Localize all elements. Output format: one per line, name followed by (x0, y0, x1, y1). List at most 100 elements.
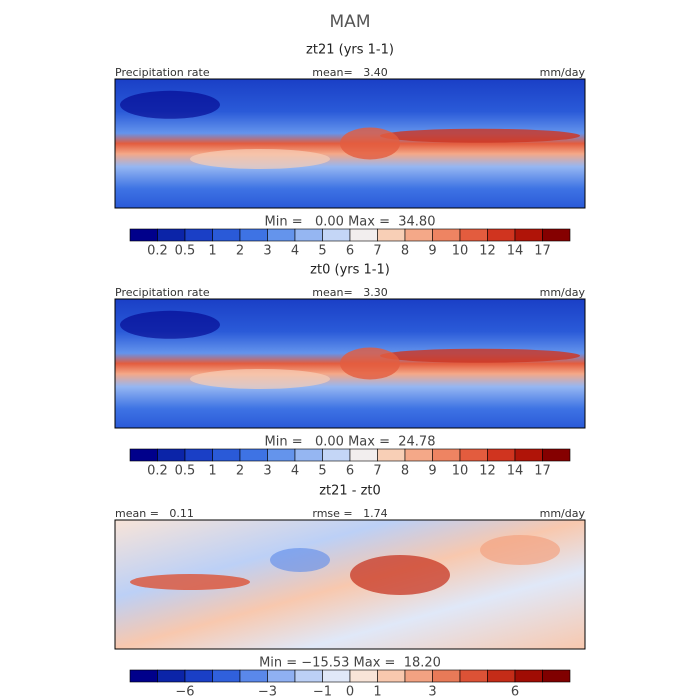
colorbar-label: 17 (534, 464, 551, 479)
colorbar-label: 0 (346, 685, 354, 700)
header-left: Precipitation rate (115, 66, 210, 79)
colorbar-label: 17 (534, 244, 551, 259)
colorbar-label: −3 (258, 685, 277, 700)
colorbar-label: 5 (318, 464, 326, 479)
colorbar-swatch (432, 669, 461, 683)
map-frame (114, 298, 586, 429)
colorbar-swatch (404, 448, 433, 462)
colorbar-label: 4 (291, 244, 299, 259)
colorbar-label: −1 (313, 685, 332, 700)
header-left: mean = 0.11 (115, 507, 194, 520)
colorbar-swatch (322, 448, 351, 462)
colorbar-swatch (212, 228, 241, 242)
colorbar-label: 6 (511, 685, 519, 700)
colorbar-swatch (157, 228, 186, 242)
map-frame (114, 519, 586, 650)
colorbar-swatch (349, 669, 378, 683)
panel-title: zt21 (yrs 1-1) (306, 43, 394, 58)
colorbar-label: 0.5 (175, 244, 196, 259)
map-blob (130, 574, 250, 590)
colorbar-label: 2 (236, 244, 244, 259)
colorbar-label: 8 (401, 244, 409, 259)
colorbar-swatch (267, 669, 296, 683)
colorbar-label: 4 (291, 464, 299, 479)
colorbar-label: 0.5 (175, 464, 196, 479)
colorbar-swatch (542, 448, 571, 462)
map-blob (120, 90, 220, 119)
colorbar-label: −6 (175, 685, 194, 700)
map-frame (114, 78, 586, 209)
colorbar-swatch (514, 228, 543, 242)
colorbar-swatch (514, 448, 543, 462)
colorbar-swatch (487, 228, 516, 242)
stats: Min = 0.00 Max = 24.78 (265, 435, 436, 450)
colorbar-swatch (514, 669, 543, 683)
colorbar-swatch (129, 228, 158, 242)
colorbar-swatch (239, 448, 268, 462)
colorbar-label: 12 (479, 464, 496, 479)
colorbar-swatch (129, 669, 158, 683)
colorbar-label: 0.2 (147, 464, 168, 479)
header-right: mm/day (540, 507, 586, 520)
colorbar-swatch (377, 669, 406, 683)
header-center: mean= 3.40 (312, 66, 387, 79)
colorbar-swatch (239, 669, 268, 683)
colorbar-swatch (322, 669, 351, 683)
stats: Min = −15.53 Max = 18.20 (259, 656, 441, 671)
colorbar-swatch (184, 448, 213, 462)
colorbar-swatch (459, 228, 488, 242)
colorbar-swatch (349, 448, 378, 462)
colorbar-label: 3 (263, 464, 271, 479)
colorbar-label: 6 (346, 464, 354, 479)
colorbar-swatch (432, 448, 461, 462)
map-blob (350, 555, 450, 595)
map-blob (480, 535, 560, 565)
colorbar-swatch (294, 669, 323, 683)
map-blob (340, 127, 400, 160)
stats: Min = 0.00 Max = 34.80 (265, 215, 436, 230)
colorbar-label: 10 (452, 244, 469, 259)
colorbar-swatch (212, 448, 241, 462)
header-right: mm/day (540, 286, 586, 299)
colorbar-swatch (239, 228, 268, 242)
colorbar-label: 7 (373, 244, 381, 259)
colorbar-swatch (432, 228, 461, 242)
colorbar-swatch (404, 228, 433, 242)
panel-title: zt0 (yrs 1-1) (310, 263, 390, 278)
colorbar-label: 3 (263, 244, 271, 259)
colorbar-swatch (267, 228, 296, 242)
map-blob (120, 310, 220, 339)
header-left: Precipitation rate (115, 286, 210, 299)
header-right: mm/day (540, 66, 586, 79)
colorbar-label: 2 (236, 464, 244, 479)
colorbar-label: 0.2 (147, 244, 168, 259)
header-center: rmse = 1.74 (312, 507, 387, 520)
colorbar-swatch (157, 448, 186, 462)
colorbar-label: 14 (507, 464, 524, 479)
map-blob (190, 368, 330, 389)
colorbar-swatch (322, 228, 351, 242)
map-blob (380, 128, 580, 143)
figure-title: MAM (330, 12, 371, 32)
colorbar-swatch (487, 448, 516, 462)
colorbar-swatch (542, 228, 571, 242)
colorbar-label: 3 (428, 685, 436, 700)
colorbar-swatch (294, 228, 323, 242)
colorbar-swatch (459, 669, 488, 683)
header-center: mean= 3.30 (312, 286, 387, 299)
colorbar-label: 10 (452, 464, 469, 479)
map-blob (270, 548, 330, 572)
colorbar-label: 12 (479, 244, 496, 259)
colorbar-label: 8 (401, 464, 409, 479)
colorbar-label: 14 (507, 244, 524, 259)
colorbar-label: 6 (346, 244, 354, 259)
colorbar-swatch (404, 669, 433, 683)
map-blob (340, 347, 400, 380)
colorbar-swatch (184, 228, 213, 242)
colorbar-label: 5 (318, 244, 326, 259)
colorbar-label: 9 (428, 464, 436, 479)
colorbar-label: 7 (373, 464, 381, 479)
colorbar-swatch (157, 669, 186, 683)
colorbar-label: 1 (208, 464, 216, 479)
colorbar-swatch (487, 669, 516, 683)
